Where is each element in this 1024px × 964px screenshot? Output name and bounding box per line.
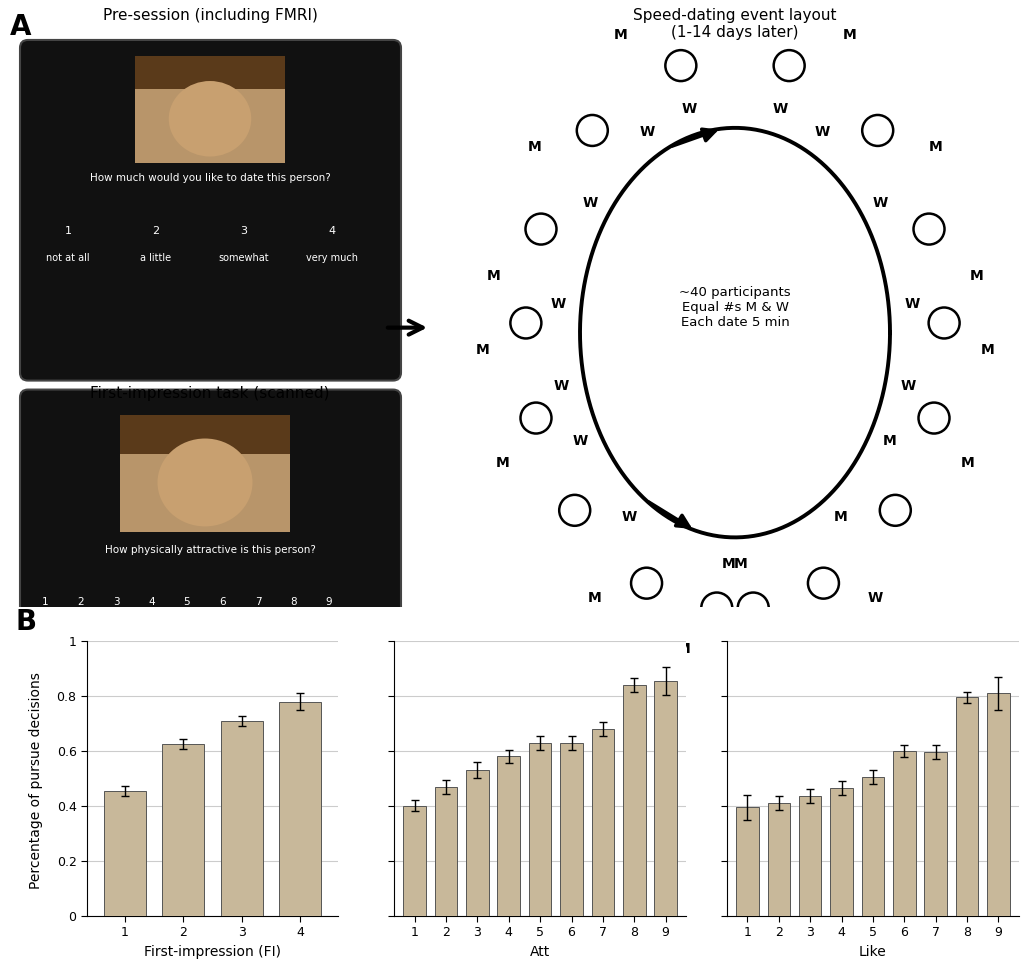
Text: W: W [868, 591, 883, 604]
Text: not at all: not at all [24, 623, 67, 632]
Text: 3: 3 [113, 598, 120, 607]
Bar [498, 757, 520, 916]
Bar [403, 806, 426, 916]
FancyBboxPatch shape [20, 40, 401, 381]
Text: 8: 8 [290, 598, 297, 607]
Text: A: A [10, 13, 32, 41]
Text: W: W [640, 125, 655, 139]
Text: How physically attractive is this person?: How physically attractive is this person… [104, 546, 315, 555]
Text: 5: 5 [183, 598, 190, 607]
Text: W: W [583, 197, 597, 210]
Text: somewhat: somewhat [219, 253, 269, 263]
Text: W: W [901, 379, 916, 392]
FancyBboxPatch shape [20, 389, 401, 700]
Text: 3: 3 [241, 226, 248, 236]
Text: M: M [677, 642, 691, 656]
Ellipse shape [158, 439, 253, 526]
Text: W: W [682, 102, 697, 116]
Bar [799, 796, 821, 916]
Bar [654, 681, 677, 916]
Text: M: M [613, 28, 627, 42]
Text: W: W [554, 379, 569, 392]
Text: W: W [815, 125, 830, 139]
Text: ~40 participants
Equal #s M & W
Each date 5 min: ~40 participants Equal #s M & W Each dat… [679, 286, 791, 329]
Text: M: M [722, 557, 736, 571]
Text: M: M [476, 343, 489, 357]
Text: W: W [551, 297, 565, 311]
Text: W: W [622, 510, 637, 524]
Bar [135, 58, 285, 163]
Bar [592, 729, 614, 916]
Text: B: B [15, 607, 37, 636]
Bar [528, 742, 552, 916]
Bar [925, 752, 947, 916]
Text: 4: 4 [329, 226, 336, 236]
Bar [987, 693, 1010, 916]
Bar [560, 742, 583, 916]
Bar [466, 770, 488, 916]
Text: M: M [970, 270, 983, 283]
Text: M: M [487, 270, 501, 283]
Text: 2: 2 [77, 598, 84, 607]
Text: M: M [588, 591, 601, 604]
Bar [736, 807, 759, 916]
Bar [120, 417, 290, 532]
Text: How much would you like to date this person?: How much would you like to date this per… [90, 173, 331, 183]
Bar [768, 803, 791, 916]
Bar [279, 702, 321, 916]
Text: a little: a little [140, 253, 172, 263]
Text: very much: very much [306, 253, 358, 263]
X-axis label: First-impression (FI): First-impression (FI) [144, 945, 281, 959]
Ellipse shape [169, 81, 251, 156]
Text: Speed-dating event layout
(1-14 days later): Speed-dating event layout (1-14 days lat… [633, 8, 837, 40]
Text: M: M [496, 456, 509, 470]
Text: M: M [883, 434, 897, 448]
Text: W: W [872, 197, 888, 210]
Text: M: M [929, 140, 942, 154]
Bar [830, 788, 853, 916]
X-axis label: Like: Like [859, 945, 887, 959]
Bar [162, 744, 205, 916]
Text: 9: 9 [326, 598, 333, 607]
Text: 1: 1 [65, 226, 72, 236]
Bar [955, 697, 978, 916]
Text: M: M [734, 557, 748, 571]
Bar [120, 415, 290, 454]
Bar [104, 790, 146, 916]
X-axis label: Att: Att [530, 945, 550, 959]
Text: Percentage of pursue decisions: Percentage of pursue decisions [29, 673, 43, 889]
Text: not at all: not at all [46, 253, 90, 263]
Text: First-impression task (scanned): First-impression task (scanned) [90, 386, 330, 401]
Text: 2: 2 [153, 226, 160, 236]
Bar [893, 751, 915, 916]
Bar [861, 777, 885, 916]
Text: Multi-rating task (not scanned): Multi-rating task (not scanned) [92, 706, 328, 720]
Text: W: W [773, 102, 787, 116]
Bar [435, 787, 458, 916]
Text: Pre-session (including FMRI): Pre-session (including FMRI) [102, 8, 317, 23]
Text: M: M [961, 456, 975, 470]
Text: W: W [778, 642, 794, 656]
Bar [135, 56, 285, 90]
Text: M: M [843, 28, 856, 42]
Text: M: M [834, 510, 847, 524]
Text: W: W [904, 297, 920, 311]
Text: 6: 6 [219, 598, 226, 607]
Text: W: W [572, 434, 588, 448]
Text: 4: 4 [148, 598, 155, 607]
Bar [623, 685, 645, 916]
Text: 7: 7 [255, 598, 261, 607]
Text: extremely: extremely [312, 623, 362, 632]
Text: 1: 1 [42, 598, 48, 607]
Text: M: M [527, 140, 542, 154]
Bar [220, 721, 262, 916]
Text: M: M [980, 343, 994, 357]
